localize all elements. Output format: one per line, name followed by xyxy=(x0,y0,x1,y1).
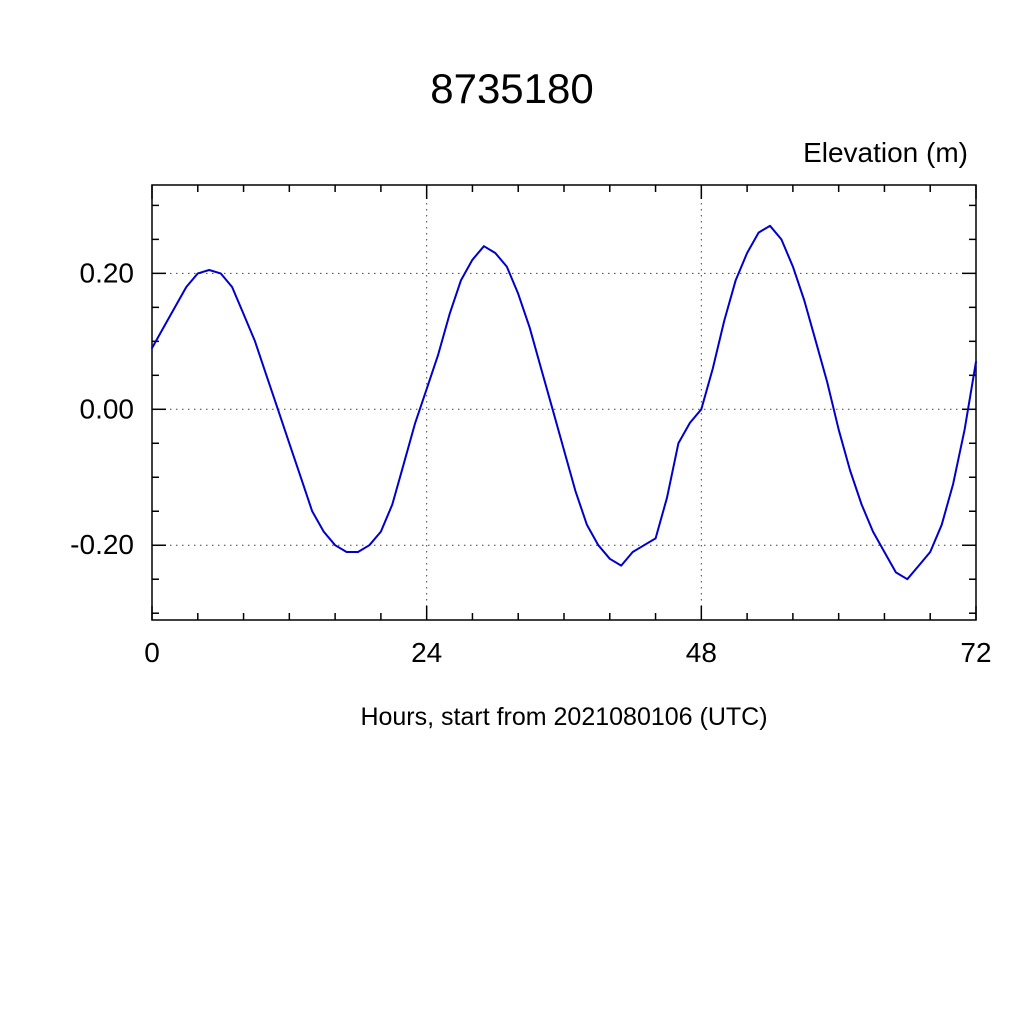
chart-title: 8735180 xyxy=(430,65,594,112)
x-axis-label: Hours, start from 2021080106 (UTC) xyxy=(360,703,767,731)
y-tick-label: 0.00 xyxy=(80,393,135,424)
tick-labels: 0 24 48 72 -0.20 0.00 0.20 xyxy=(70,257,991,668)
x-tick-label: 24 xyxy=(411,637,442,668)
y-tick-label: 0.20 xyxy=(80,257,135,288)
tide-line xyxy=(151,224,977,581)
x-tick-label: 48 xyxy=(686,637,717,668)
x-tick-label: 0 xyxy=(144,637,160,668)
x-tick-label: 72 xyxy=(960,637,991,668)
y-tick-label: -0.20 xyxy=(70,529,134,560)
gridlines xyxy=(152,185,976,620)
y-axis-label: Elevation (m) xyxy=(803,137,968,168)
axes xyxy=(151,184,977,621)
